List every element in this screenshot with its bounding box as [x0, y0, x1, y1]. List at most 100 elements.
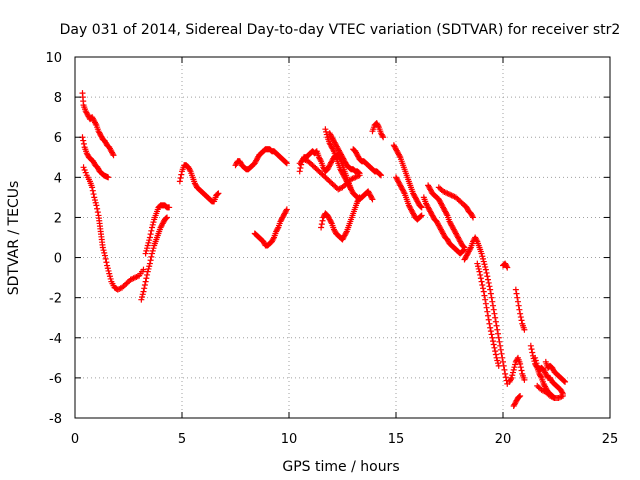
data-point — [487, 290, 494, 297]
data-point — [322, 126, 329, 133]
data-point — [490, 302, 497, 309]
data-point — [147, 257, 154, 264]
data-point — [518, 367, 525, 374]
data-point — [487, 324, 494, 331]
data-point — [283, 207, 290, 214]
data-point — [473, 237, 480, 244]
data-point — [562, 378, 569, 385]
data-point — [177, 175, 184, 182]
data-point — [482, 266, 489, 273]
data-point — [318, 224, 325, 231]
x-axis-label: GPS time / hours — [282, 459, 399, 475]
y-tick-label: 4 — [54, 171, 62, 186]
data-point — [512, 361, 519, 368]
data-point — [400, 189, 407, 196]
y-tick-label: -6 — [49, 372, 62, 387]
data-point — [487, 286, 494, 293]
data-point — [418, 212, 425, 219]
data-point — [369, 196, 376, 203]
data-point — [514, 298, 521, 305]
x-tick-label: 5 — [178, 432, 186, 447]
y-tick-label: -8 — [49, 412, 62, 427]
data-point — [478, 278, 485, 285]
x-tick-label: 15 — [388, 432, 405, 447]
data-point — [476, 268, 483, 275]
data-point — [355, 169, 362, 176]
data-point — [92, 199, 99, 206]
data-point — [521, 326, 528, 333]
data-point — [500, 358, 506, 365]
data-point — [103, 259, 110, 266]
data-point — [488, 294, 495, 301]
data-point — [81, 166, 88, 173]
data-point — [176, 178, 183, 185]
data-point — [501, 366, 508, 373]
data-point — [104, 265, 111, 272]
data-point — [496, 338, 503, 345]
data-point — [495, 362, 502, 369]
data-point — [149, 221, 156, 228]
data-point — [487, 328, 494, 335]
data-point — [516, 306, 523, 313]
data-point — [104, 262, 111, 269]
data-point — [283, 159, 290, 166]
data-point — [106, 270, 113, 277]
data-point — [89, 187, 96, 194]
data-point — [478, 250, 485, 257]
data-point — [517, 314, 524, 321]
y-tick-label: 10 — [45, 51, 62, 66]
data-point — [482, 263, 489, 270]
data-point — [513, 290, 520, 297]
data-point — [491, 344, 498, 351]
data-point — [215, 190, 222, 197]
data-point — [144, 271, 151, 278]
data-point — [495, 360, 502, 367]
data-point — [375, 122, 382, 129]
data-point — [140, 288, 147, 295]
data-point — [475, 265, 482, 272]
data-point — [283, 160, 290, 167]
data-point — [99, 244, 106, 251]
data-point — [150, 219, 157, 226]
data-point — [149, 224, 156, 231]
data-point — [561, 378, 568, 385]
data-point — [109, 150, 116, 157]
data-point — [377, 171, 384, 178]
data-point — [479, 281, 486, 288]
data-point — [80, 140, 87, 147]
data-point — [492, 348, 499, 355]
data-point — [493, 354, 500, 361]
data-point — [80, 164, 87, 171]
data-point — [477, 275, 484, 282]
data-point — [502, 374, 509, 381]
data-point — [296, 168, 303, 175]
data-point — [532, 354, 539, 361]
y-tick-label: 8 — [54, 91, 62, 106]
data-point — [490, 341, 497, 348]
data-point — [488, 331, 495, 338]
data-point — [483, 269, 490, 276]
data-point — [148, 253, 155, 260]
data-point — [418, 204, 425, 211]
data-point — [146, 260, 153, 267]
data-points — [79, 90, 569, 409]
data-point — [143, 247, 150, 254]
data-point — [494, 326, 501, 333]
data-point — [214, 191, 221, 198]
data-point — [484, 273, 491, 280]
data-point — [93, 202, 100, 209]
data-point — [328, 219, 335, 226]
data-point — [163, 215, 170, 222]
data-point — [461, 244, 468, 251]
data-point — [485, 312, 492, 319]
data-point — [100, 247, 107, 254]
data-point — [146, 237, 153, 244]
y-axis-label: SDTVAR / TECUs — [6, 181, 22, 296]
data-point — [110, 152, 117, 159]
data-point — [164, 214, 171, 221]
data-point — [469, 213, 476, 220]
data-point — [146, 234, 153, 241]
data-point — [355, 195, 362, 202]
data-point — [533, 360, 540, 367]
